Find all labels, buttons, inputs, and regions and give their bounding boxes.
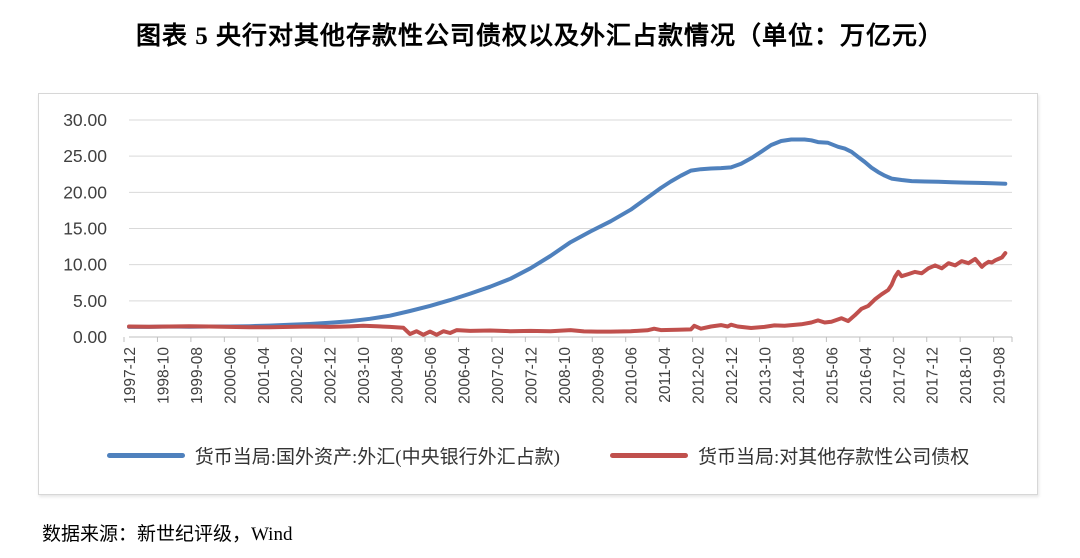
svg-text:2005-06: 2005-06 bbox=[423, 347, 440, 404]
svg-text:2011-04: 2011-04 bbox=[657, 347, 674, 403]
svg-text:2019-08: 2019-08 bbox=[992, 347, 1009, 404]
svg-text:15.00: 15.00 bbox=[63, 219, 107, 239]
svg-text:1997-12: 1997-12 bbox=[122, 347, 139, 404]
legend-swatch-fx-line bbox=[106, 453, 185, 458]
chart-legend: 货币当局:国外资产:外汇(中央银行外汇占款) 货币当局:对其他存款性公司债权 bbox=[39, 442, 1037, 469]
legend-label-claims: 货币当局:对其他存款性公司债权 bbox=[697, 447, 970, 468]
legend-label-fx: 货币当局:国外资产:外汇(中央银行外汇占款) bbox=[194, 447, 560, 468]
svg-text:30.00: 30.00 bbox=[63, 110, 107, 130]
svg-text:1999-08: 1999-08 bbox=[189, 347, 206, 404]
svg-text:0.00: 0.00 bbox=[73, 327, 107, 347]
svg-text:2006-04: 2006-04 bbox=[456, 347, 473, 404]
svg-text:2008-10: 2008-10 bbox=[557, 347, 574, 404]
svg-text:2004-08: 2004-08 bbox=[390, 347, 407, 404]
svg-text:2012-02: 2012-02 bbox=[691, 347, 708, 404]
svg-text:2009-08: 2009-08 bbox=[590, 347, 607, 404]
svg-text:20.00: 20.00 bbox=[63, 182, 107, 202]
legend-item-claims: 货币当局:对其他存款性公司债权 bbox=[609, 442, 970, 469]
line-chart: 0.00 5.00 10.00 15.00 20.00 25.00 30.00 1997-12… bbox=[63, 110, 1013, 404]
chart-title: 图表 5 央行对其他存款性公司债权以及外汇占款情况（单位：万亿元） bbox=[135, 23, 944, 50]
svg-text:2018-10: 2018-10 bbox=[958, 347, 975, 404]
svg-text:10.00: 10.00 bbox=[63, 255, 107, 275]
svg-text:1998-10: 1998-10 bbox=[155, 347, 172, 404]
svg-text:2001-04: 2001-04 bbox=[256, 347, 273, 404]
svg-text:2017-02: 2017-02 bbox=[891, 347, 908, 404]
svg-text:2010-06: 2010-06 bbox=[624, 347, 641, 404]
svg-text:2015-06: 2015-06 bbox=[824, 347, 841, 404]
svg-text:2002-12: 2002-12 bbox=[323, 347, 340, 404]
svg-text:2003-10: 2003-10 bbox=[356, 347, 373, 404]
svg-text:2007-12: 2007-12 bbox=[523, 347, 540, 404]
legend-swatch-claims-line bbox=[609, 453, 688, 458]
svg-text:25.00: 25.00 bbox=[63, 146, 107, 166]
svg-text:2002-02: 2002-02 bbox=[289, 347, 306, 404]
svg-text:2007-02: 2007-02 bbox=[490, 347, 507, 404]
chart-frame: 0.00 5.00 10.00 15.00 20.00 25.00 30.00 1997-12… bbox=[38, 93, 1038, 495]
svg-text:2000-06: 2000-06 bbox=[222, 347, 239, 404]
legend-item-fx: 货币当局:国外资产:外汇(中央银行外汇占款) bbox=[106, 442, 560, 469]
svg-text:5.00: 5.00 bbox=[73, 291, 107, 311]
svg-text:2013-10: 2013-10 bbox=[757, 347, 774, 404]
source-note: 数据来源：新世纪评级，Wind bbox=[42, 524, 293, 545]
svg-text:2016-04: 2016-04 bbox=[858, 347, 875, 404]
svg-text:2014-08: 2014-08 bbox=[791, 347, 808, 404]
svg-text:2017-12: 2017-12 bbox=[925, 347, 942, 404]
svg-text:2012-12: 2012-12 bbox=[724, 347, 741, 404]
